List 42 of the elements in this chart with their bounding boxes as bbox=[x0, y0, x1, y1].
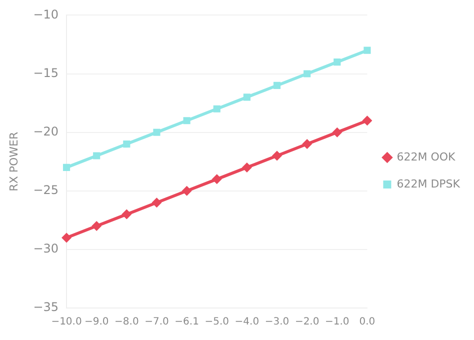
x-tick-label: −5.0 bbox=[204, 316, 230, 328]
point bbox=[272, 150, 282, 161]
point bbox=[242, 162, 252, 172]
point bbox=[302, 139, 312, 150]
y-tick-label: −25 bbox=[33, 183, 59, 198]
x-tick-label: −8.0 bbox=[114, 316, 139, 328]
point bbox=[332, 127, 342, 138]
point bbox=[93, 152, 100, 160]
point bbox=[92, 221, 102, 232]
point bbox=[122, 209, 132, 220]
point bbox=[62, 232, 72, 243]
y-tick-label: −20 bbox=[33, 124, 59, 138]
y-tick-label: −15 bbox=[33, 66, 59, 80]
point bbox=[213, 105, 220, 112]
point bbox=[182, 186, 192, 196]
point bbox=[62, 164, 70, 171]
point bbox=[364, 46, 371, 54]
y-tick-label: −10 bbox=[33, 7, 59, 22]
point bbox=[152, 198, 162, 208]
x-tick-label: −7.0 bbox=[144, 316, 169, 328]
point bbox=[273, 82, 281, 90]
point bbox=[334, 58, 341, 66]
x-tick-label: −1.0 bbox=[325, 316, 350, 328]
legend-label: 622M DPSK bbox=[396, 177, 461, 190]
x-tick-label: −6.1 bbox=[174, 316, 199, 328]
y-axis-title: RX POWER bbox=[7, 132, 20, 192]
x-tick-label: 0.0 bbox=[359, 316, 376, 328]
point bbox=[243, 94, 250, 101]
point bbox=[153, 128, 160, 136]
point bbox=[362, 116, 372, 126]
x-tick-label: −2.0 bbox=[294, 316, 320, 328]
x-tick-label: −3.0 bbox=[264, 316, 290, 328]
y-tick-label: −35 bbox=[33, 300, 59, 314]
y-tick-label: −30 bbox=[33, 242, 59, 256]
point bbox=[123, 140, 130, 148]
x-tick-label: −4.0 bbox=[234, 316, 260, 328]
point bbox=[212, 174, 222, 184]
point bbox=[304, 70, 311, 78]
point bbox=[183, 117, 190, 124]
x-tick-label: −10.0 bbox=[51, 316, 82, 328]
x-tick-label: −9.0 bbox=[84, 316, 109, 328]
legend-label: 622M OOK bbox=[396, 150, 456, 164]
